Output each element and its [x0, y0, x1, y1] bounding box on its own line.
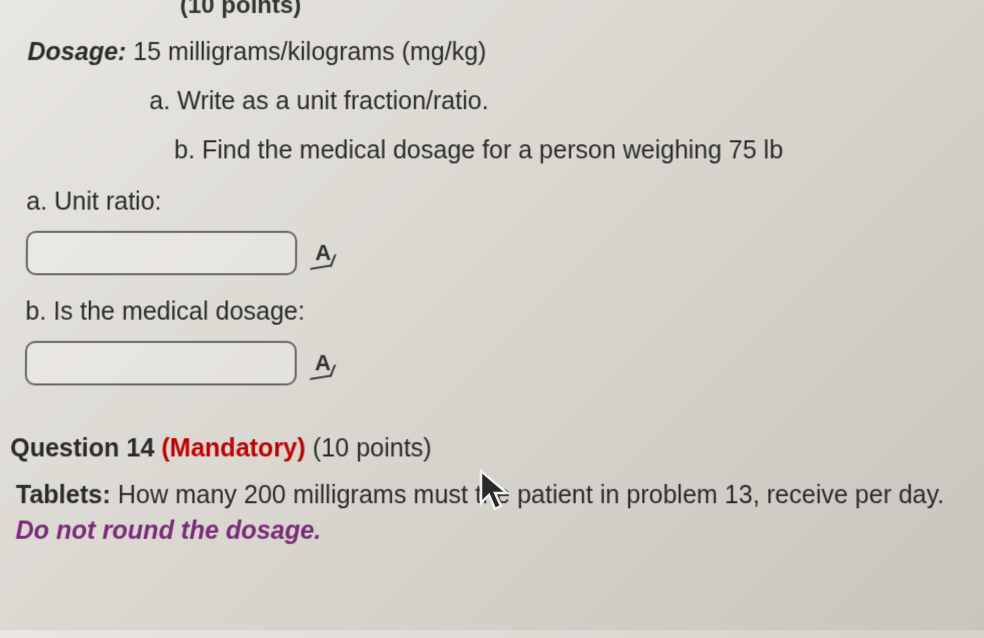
dosage-text: 15 milligrams/kilograms (mg/kg): [133, 38, 486, 66]
question-number: Question 14: [10, 434, 161, 462]
answer-b-label: b. Is the medical dosage:: [25, 297, 966, 326]
no-round-instruction: Do not round the dosage.: [15, 516, 321, 545]
question-14-text: How many 200 milligrams must the patient…: [111, 481, 945, 509]
dosage-label: Dosage:: [27, 38, 126, 66]
question-14-header: Question 14 (Mandatory) (10 points): [10, 434, 968, 463]
points-label: (10 points): [306, 434, 432, 462]
question-14-body: Tablets: How many 200 milligrams must th…: [15, 478, 968, 549]
medical-dosage-input[interactable]: [25, 341, 297, 386]
dosage-line: Dosage: 15 milligrams/kilograms (mg/kg): [27, 38, 964, 67]
header-fragment: (10 points): [180, 0, 964, 20]
subpart-b: b. Find the medical dosage for a person …: [174, 136, 965, 165]
tablets-label: Tablets:: [16, 481, 111, 509]
spellcheck-icon[interactable]: A: [315, 240, 331, 266]
answer-a-label: a. Unit ratio:: [26, 188, 966, 217]
subpart-a: a. Write as a unit fraction/ratio.: [149, 87, 965, 116]
mandatory-label: (Mandatory): [161, 434, 305, 462]
spellcheck-icon[interactable]: A: [315, 350, 331, 376]
unit-ratio-input[interactable]: [26, 231, 297, 275]
